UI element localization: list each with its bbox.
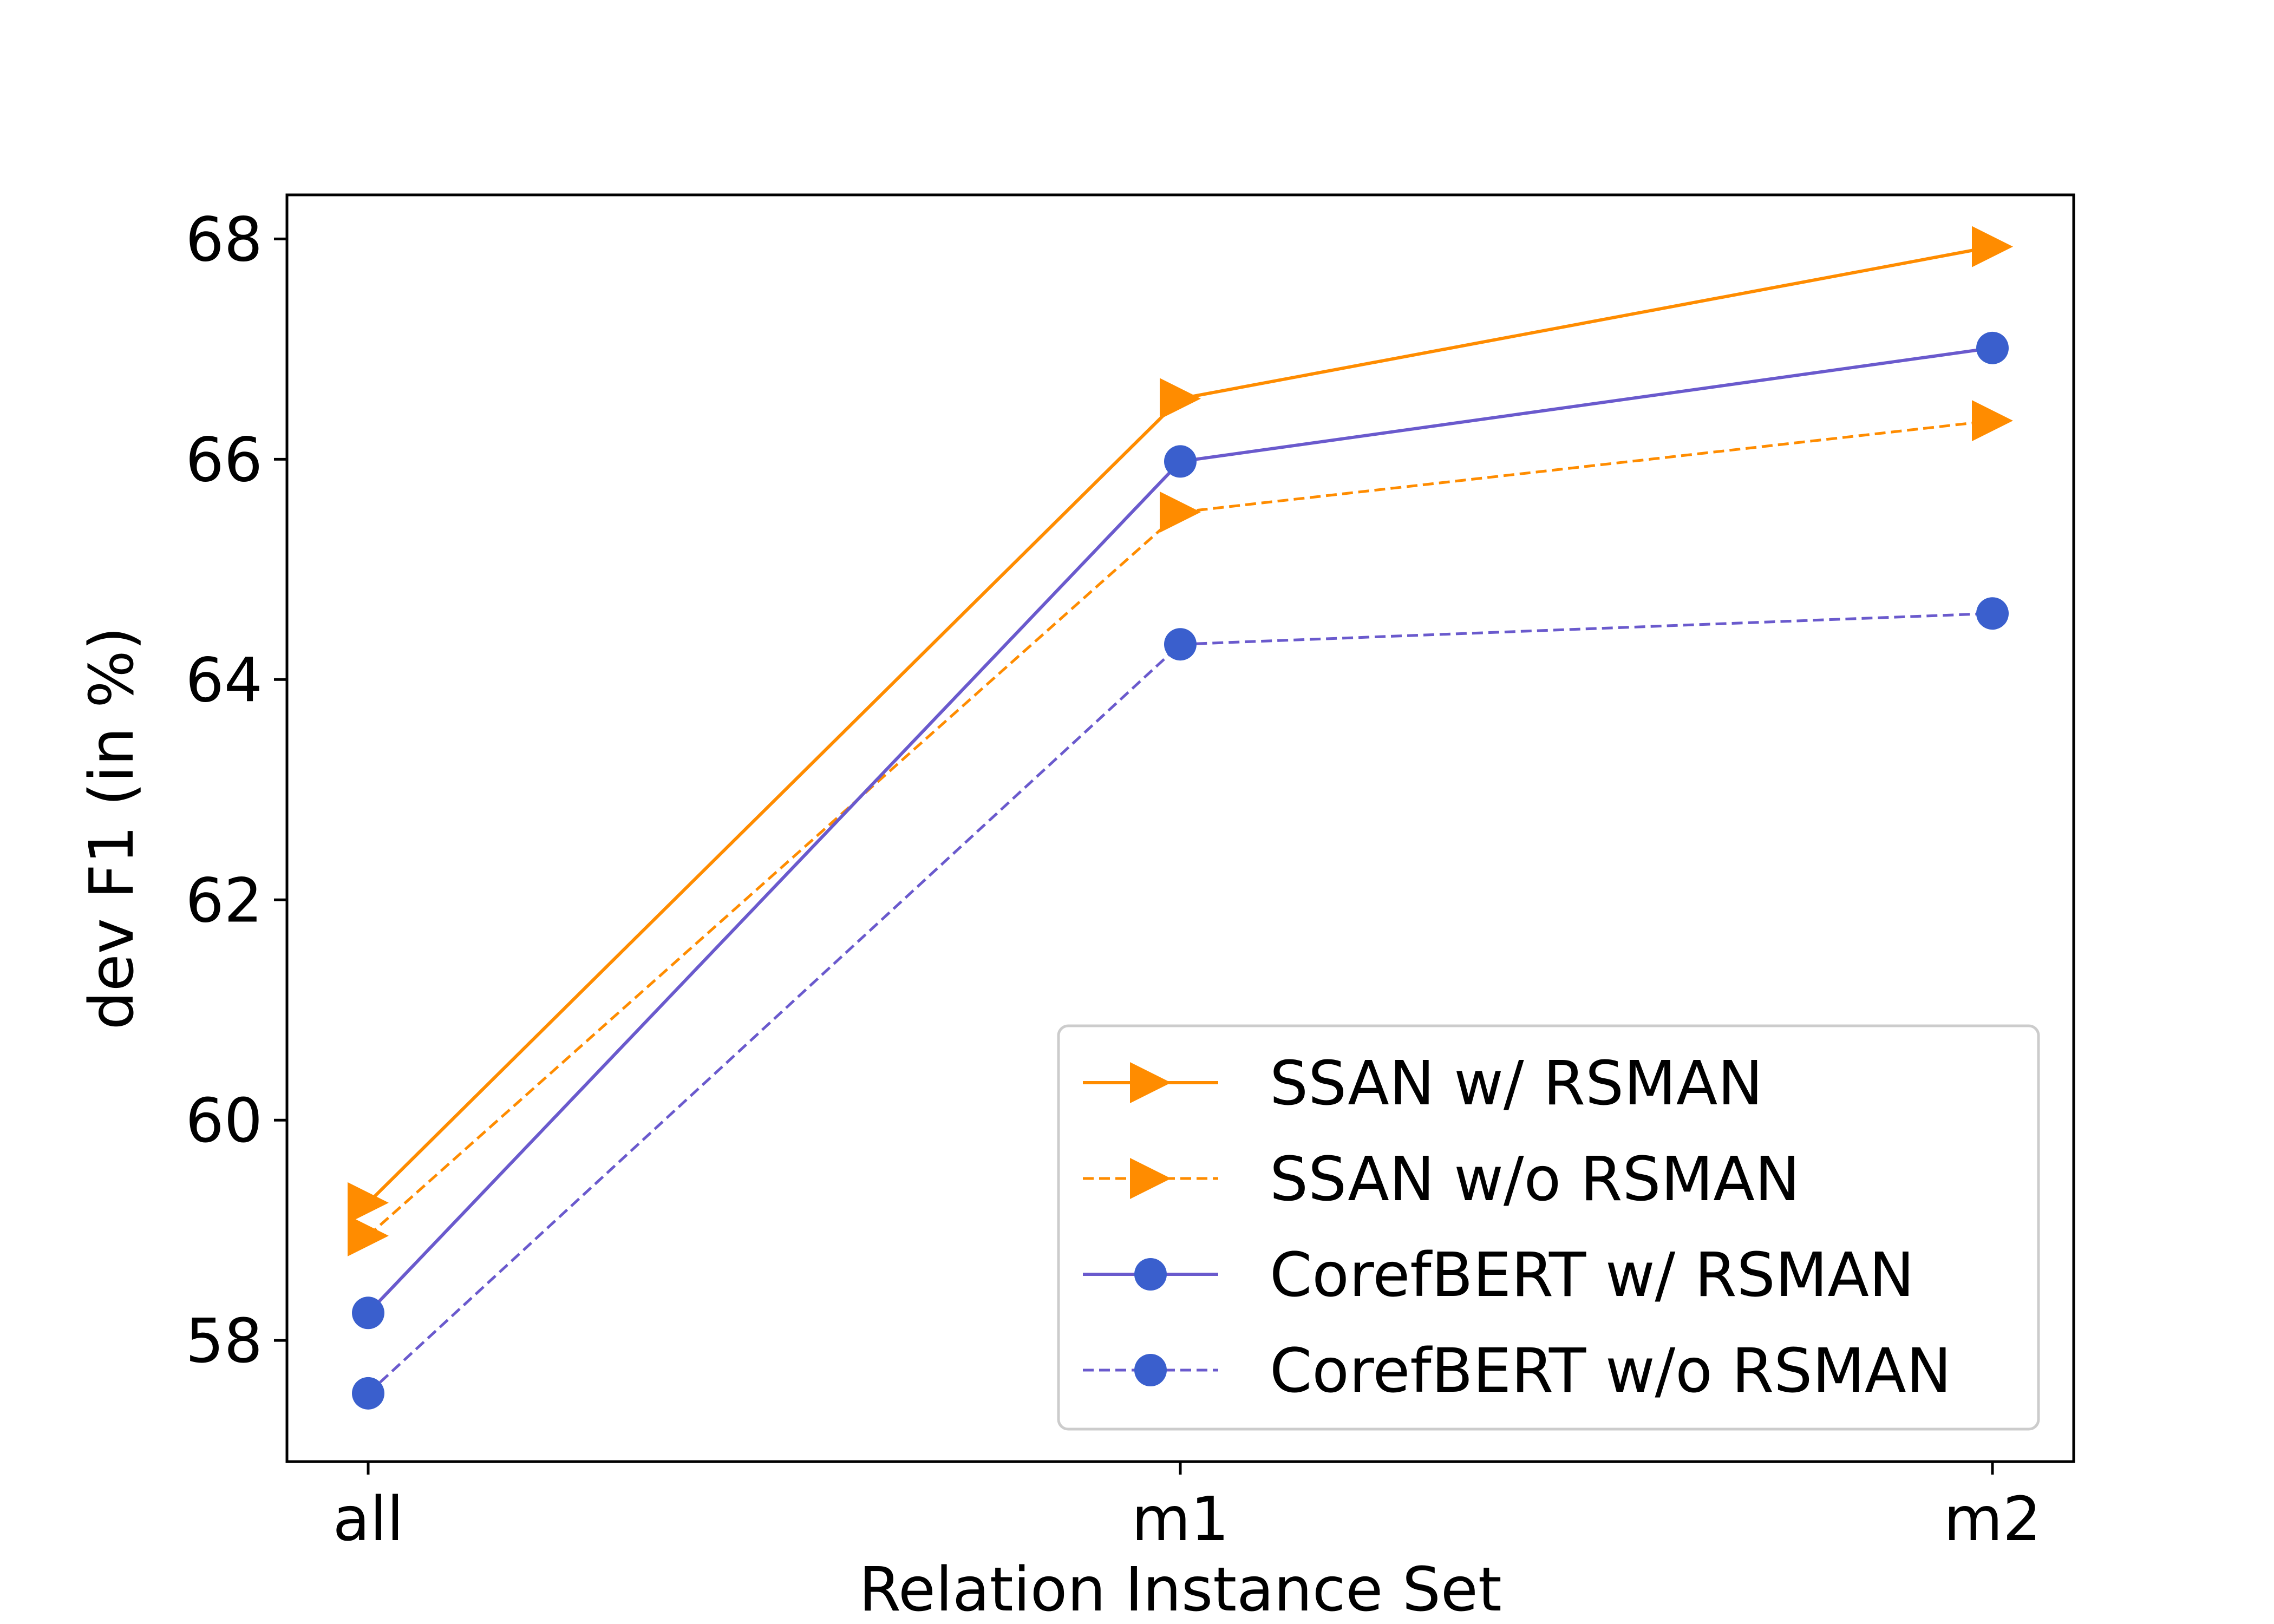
data-point [352,1296,384,1330]
legend-box [1057,1024,2040,1431]
data-point [1972,226,2013,267]
series-2 [348,400,2013,1256]
y-tick-label: 64 [185,645,263,716]
x-tick-label: m2 [1944,1484,2041,1555]
y-tick-label: 60 [185,1086,263,1156]
y-axis-title: dev F1 (in %) [77,627,147,1030]
legend-marker [1134,1258,1167,1291]
legend-marker [1130,1062,1171,1103]
x-axis: all m1 m2 [333,1462,2041,1555]
x-tick-label: m1 [1132,1484,1229,1555]
y-tick-label: 58 [185,1306,263,1377]
plot-layer [348,226,2013,1410]
legend-label: CorefBERT w/ RSMAN [1270,1240,1914,1311]
data-point [1972,400,2013,442]
series-line [367,419,1993,1237]
legend-item: SSAN w/ RSMAN [1083,1049,1763,1119]
data-point [1976,331,2009,364]
data-point [348,1215,389,1256]
series-3 [352,331,2009,1330]
legend: SSAN w/ RSMAN SSAN w/o RSMAN CorefBERT w/ … [1057,1024,2040,1431]
data-point [1976,597,2009,630]
data-point [348,1182,389,1223]
y-tick-label: 62 [185,866,263,936]
legend-item: SSAN w/o RSMAN [1083,1144,1800,1215]
data-point [1164,445,1197,478]
legend-marker [1134,1354,1167,1386]
data-point [1164,628,1197,661]
legend-item: CorefBERT w/o RSMAN [1083,1336,1951,1406]
legend-label: CorefBERT w/o RSMAN [1270,1336,1951,1406]
data-point [1160,492,1201,533]
data-point [1160,378,1201,420]
x-axis-title: Relation Instance Set [859,1555,1501,1624]
legend-item: CorefBERT w/ RSMAN [1083,1240,1914,1311]
legend-marker [1130,1158,1171,1199]
series-1 [348,226,2013,1223]
y-axis: 58 60 62 64 66 68 [185,205,287,1377]
series-4 [352,597,2009,1410]
y-tick-label: 68 [185,205,263,275]
legend-label: SSAN w/o RSMAN [1270,1144,1800,1215]
y-tick-label: 66 [185,425,263,495]
data-point [352,1377,384,1410]
legend-label: SSAN w/ RSMAN [1270,1049,1763,1119]
x-tick-label: all [333,1484,404,1555]
